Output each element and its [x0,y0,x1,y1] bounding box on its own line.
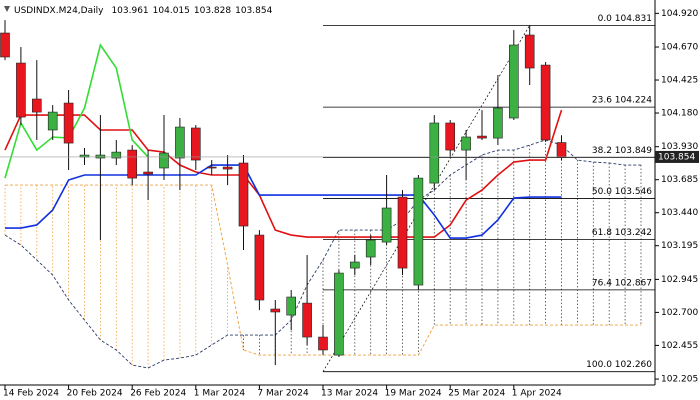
candle-body [397,196,408,269]
y-tick-label: 104.180 [661,109,698,119]
x-tick-label: 13 Mar 2024 [321,389,378,399]
candle-body [445,122,456,151]
candle-body [127,149,137,179]
candle-body [270,308,281,313]
candle-body [159,152,169,169]
y-tick-label: 102.945 [661,275,698,285]
close-value: 103.854 [235,6,272,16]
candle-body [16,62,26,118]
indicator-line [4,109,563,238]
candle-body [191,127,201,161]
symbol-icon [4,6,10,12]
low-value: 103.828 [194,6,231,16]
y-tick-label: 102.205 [661,375,698,385]
fib-label: 50.0 103.546 [592,187,652,197]
plot-area: 0.0 104.831 23.6 104.224 38.2 103.849 50.0 … [0,14,655,373]
y-tick-label: 103.685 [661,175,698,185]
candle-body [461,136,471,151]
fib-label: 100.0 102.260 [586,360,652,370]
candle-body [95,154,106,159]
candle-body [334,272,344,356]
price-box [655,150,699,163]
candle-body [508,44,519,119]
y-tick-label: 104.920 [661,9,698,19]
cloud-span-a [4,139,641,369]
candle-body [302,302,312,338]
x-tick-label: 26 Feb 2024 [130,389,186,399]
candle-body [0,32,10,58]
fib-label: 76.4 102.867 [592,278,652,288]
candle-body [286,296,297,316]
candle-body [429,122,440,184]
open-value: 103.961 [111,6,148,16]
candle-body [63,102,74,144]
fib-label: 23.6 104.224 [592,96,652,106]
candle-body [206,166,217,169]
candle-body [413,177,424,286]
candle-body [143,171,153,175]
y-tick-label: 104.425 [661,76,698,86]
y-tick-label: 103.440 [661,208,698,218]
candle-body [222,166,233,170]
y-tick-label: 102.700 [661,308,698,318]
y-tick-label: 103.930 [661,142,698,152]
candle-body [540,64,551,141]
fib-label: 0.0 104.831 [598,14,652,24]
candle-body [238,162,249,227]
x-tick-label: 1 Apr 2024 [512,389,562,399]
cloud-span-b [5,184,641,356]
y-tick-label: 103.195 [661,241,698,251]
x-tick-label: 7 Mar 2024 [257,389,309,399]
high-value: 104.015 [153,6,190,16]
candle-body [31,98,42,113]
candle-body [254,234,265,301]
candle-body [175,126,185,159]
candle-body [318,336,328,351]
x-tick-label: 14 Feb 2024 [3,389,59,399]
indicator-line [5,164,562,239]
candle-body [381,207,392,243]
x-tick-label: 20 Feb 2024 [67,389,123,399]
fib-label: 61.8 103.242 [592,228,652,238]
y-tick-label: 102.455 [661,341,698,351]
fib-label: 38.2 103.849 [592,146,652,156]
x-tick-label: 1 Mar 2024 [194,389,246,399]
indicator-line [4,43,149,179]
price-label: 103.854 [658,152,695,162]
candle-body [47,111,58,131]
candle-body [493,107,503,139]
chart-title: USDINDX.M24,Daily [14,6,104,16]
candle-body [524,34,535,69]
candle-body [477,135,487,139]
x-tick-label: 19 Mar 2024 [385,389,442,399]
candle-body [349,261,360,269]
x-tick-label: 25 Mar 2024 [448,389,505,399]
chart-header: USDINDX.M24,Daily 103.961 104.015 103.828 10… [14,6,273,16]
candle-body [111,151,122,159]
candle-body [365,239,376,258]
candle-body [556,142,567,158]
y-tick-label: 104.670 [661,43,698,53]
